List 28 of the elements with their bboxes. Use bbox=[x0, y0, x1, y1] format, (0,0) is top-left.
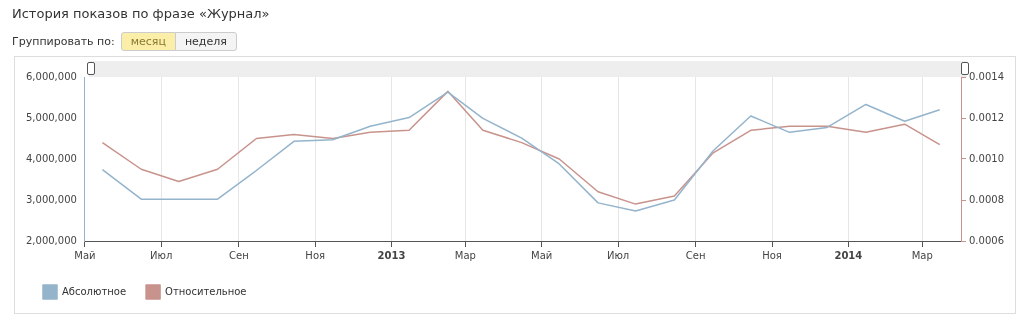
x-tick-label: Мар bbox=[911, 249, 933, 261]
y2-tick-label: 0.0014 bbox=[969, 70, 1005, 82]
y2-tick-label: 0.0010 bbox=[969, 152, 1005, 164]
y-tick-label: 2,000,000 bbox=[25, 234, 77, 246]
y-tick-label: 5,000,000 bbox=[25, 111, 77, 123]
text: неделя bbox=[174, 32, 237, 51]
x-tick-label: Мар bbox=[454, 249, 476, 261]
x-tick-label: 2014 bbox=[834, 249, 863, 261]
text: Группировать по: bbox=[12, 35, 115, 48]
y-tick-label: 4,000,000 bbox=[25, 152, 77, 164]
y-tick-label: 6,000,000 bbox=[25, 70, 77, 82]
x-tick-label: Ноя bbox=[305, 249, 326, 261]
x-tick-label: Май bbox=[74, 249, 96, 261]
legend-label: Абсолютное bbox=[62, 285, 127, 297]
y2-tick-label: 0.0006 bbox=[969, 234, 1005, 246]
x-tick-label: 2013 bbox=[377, 249, 406, 261]
x-tick-label: Июл bbox=[606, 249, 630, 261]
x-tick-label: Сен bbox=[229, 249, 249, 261]
y2-tick-label: 0.0008 bbox=[969, 193, 1005, 205]
y-tick-label: 3,000,000 bbox=[25, 193, 77, 205]
x-tick-label: Июл bbox=[150, 249, 173, 261]
x-tick-label: Май bbox=[531, 249, 553, 261]
y2-tick-label: 0.0012 bbox=[969, 111, 1005, 123]
legend-label: Относительное bbox=[165, 285, 247, 297]
chart-title: История показов по фразе «Журнал» bbox=[12, 6, 270, 21]
x-tick-label: Сен bbox=[685, 249, 706, 261]
text: месяц bbox=[120, 32, 176, 51]
x-tick-label: Ноя bbox=[762, 249, 782, 261]
